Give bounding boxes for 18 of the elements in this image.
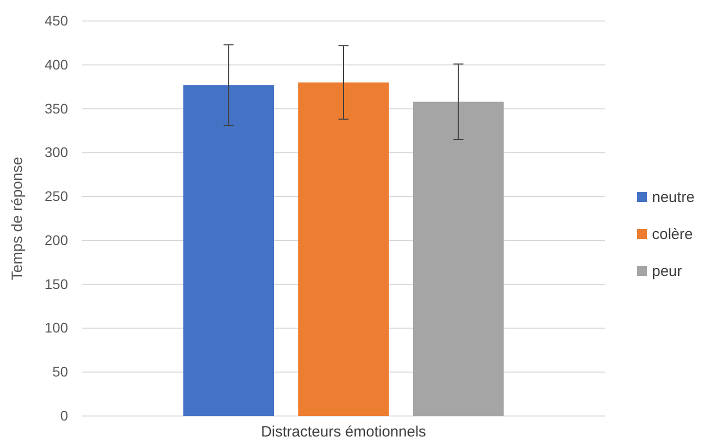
bar (298, 82, 389, 416)
y-tick-label: 250 (44, 188, 68, 204)
x-tick-label: Distracteurs émotionnels (260, 424, 426, 441)
y-tick-label: 50 (52, 364, 68, 380)
bar (413, 102, 504, 416)
y-tick-label: 450 (44, 12, 68, 28)
legend-label: peur (652, 263, 682, 280)
y-tick-label: 300 (44, 144, 68, 160)
y-tick-label: 400 (44, 56, 68, 72)
y-tick-label: 100 (44, 320, 68, 336)
y-tick-label: 150 (44, 276, 68, 292)
y-tick-label: 350 (44, 100, 68, 116)
legend-label: colère (652, 226, 693, 243)
y-tick-label: 0 (60, 407, 68, 424)
y-axis-title: Temps de réponse (9, 156, 26, 280)
y-tick-label: 200 (44, 232, 68, 248)
bar (183, 85, 274, 416)
legend-label: neutre (652, 189, 695, 206)
